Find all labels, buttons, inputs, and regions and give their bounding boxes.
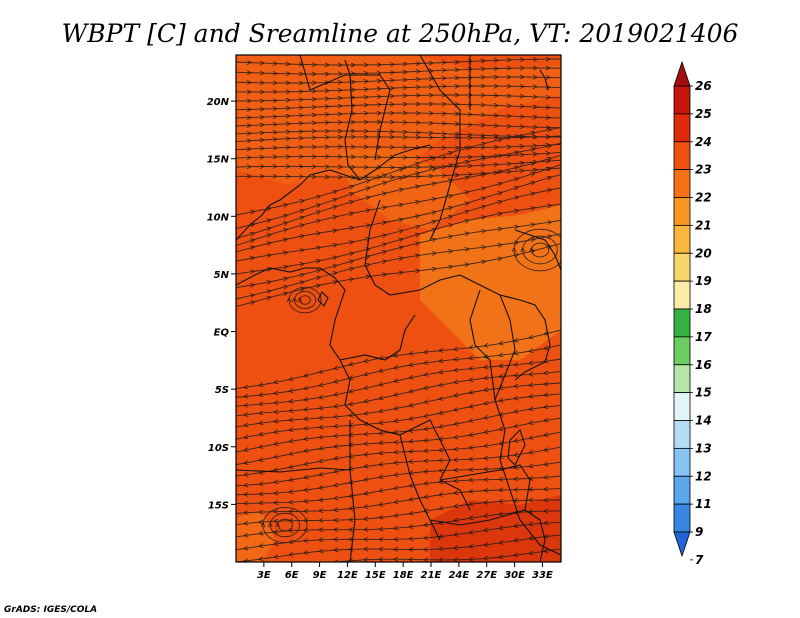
latitude-axis: 20N 15N 10N 5N EQ 5S 10S 15S <box>207 97 236 511</box>
lon-tick-label: 24E <box>448 570 469 581</box>
colorbar-swatch <box>673 224 691 254</box>
lon-tick-label: 30E <box>504 570 525 581</box>
colorbar-label: 15 <box>695 386 712 400</box>
lat-tick-label: 15S <box>208 500 229 511</box>
colorbar-swatch <box>673 447 691 477</box>
longitude-axis: 3E 6E 9E 12E 15E 18E 21E 24E 27E 30E 33E <box>257 562 553 581</box>
colorbar-label: 25 <box>695 107 712 121</box>
colorbar-swatch <box>673 85 691 115</box>
map-title: WBPT [C] and Sreamline at 250hPa, VT: 20… <box>62 19 739 48</box>
colorbar-label: 16 <box>695 358 712 372</box>
colorbar-label: 26 <box>695 79 712 93</box>
lat-tick-label: EQ <box>214 328 230 339</box>
lon-tick-label: 6E <box>285 570 299 581</box>
colorbar-label: 17 <box>695 330 712 344</box>
colorbar-label: 22 <box>695 191 712 205</box>
colorbar-label: 19 <box>695 274 712 288</box>
colorbar-swatch <box>673 503 691 533</box>
lon-tick-label: 3E <box>257 570 271 581</box>
colorbar-label: 9 <box>695 525 703 539</box>
colorbar-swatch <box>673 475 691 505</box>
lat-tick-label: 5N <box>214 270 230 281</box>
lon-tick-label: 15E <box>365 570 386 581</box>
map-frame <box>235 54 562 563</box>
lat-tick-label: 10S <box>208 443 229 454</box>
colorbar-label: 23 <box>695 163 712 177</box>
colorbar-label: 20 <box>695 246 712 260</box>
colorbar-swatch <box>673 336 691 366</box>
colorbar-label: 12 <box>695 469 712 483</box>
lon-tick-label: 27E <box>476 570 497 581</box>
colorbar-swatch <box>673 197 691 226</box>
colorbar-label: 13 <box>695 441 712 455</box>
country-borders <box>236 55 561 562</box>
colorbar-label: 7 <box>695 553 704 567</box>
colorbar-label: 14 <box>695 414 712 428</box>
colorbar-swatch <box>673 141 691 171</box>
colorbar-label: 21 <box>695 218 712 232</box>
colorbar-label: 24 <box>695 135 712 149</box>
colorbar-label: 18 <box>695 302 712 316</box>
colorbar-swatch <box>673 364 691 394</box>
lon-tick-label: 21E <box>421 570 442 581</box>
lon-tick-label: 18E <box>393 570 414 581</box>
colorbar-label: 11 <box>695 497 712 511</box>
colorbar-swatch <box>673 252 691 282</box>
lon-tick-label: 9E <box>313 570 327 581</box>
grads-credit: GrADS: IGES/COLA <box>4 605 97 615</box>
colorbar-swatch <box>673 308 691 338</box>
lat-tick-label: 10N <box>207 212 230 223</box>
colorbar-legend: 26 25 24 23 22 21 20 19 18 17 16 15 14 13 12 11 9 7 <box>673 60 712 567</box>
map-panel: 3E 6E 9E 12E 15E 18E 21E 24E 27E 30E 33E 20N 15N 10N… <box>207 54 562 581</box>
colorbar-swatch <box>673 392 691 421</box>
lat-tick-label: 15N <box>207 155 230 166</box>
colorbar-swatch <box>673 169 691 198</box>
lat-tick-label: 5S <box>215 385 229 396</box>
streamlines <box>236 59 561 562</box>
colorbar-top-arrow <box>673 60 691 87</box>
colorbar-swatch <box>673 420 691 449</box>
lon-tick-label: 12E <box>337 570 358 581</box>
lat-tick-label: 20N <box>207 97 230 108</box>
colorbar-bottom-arrow <box>673 531 691 558</box>
lon-tick-label: 33E <box>532 570 553 581</box>
colorbar-swatch <box>673 280 691 310</box>
colorbar-swatch <box>673 113 691 143</box>
